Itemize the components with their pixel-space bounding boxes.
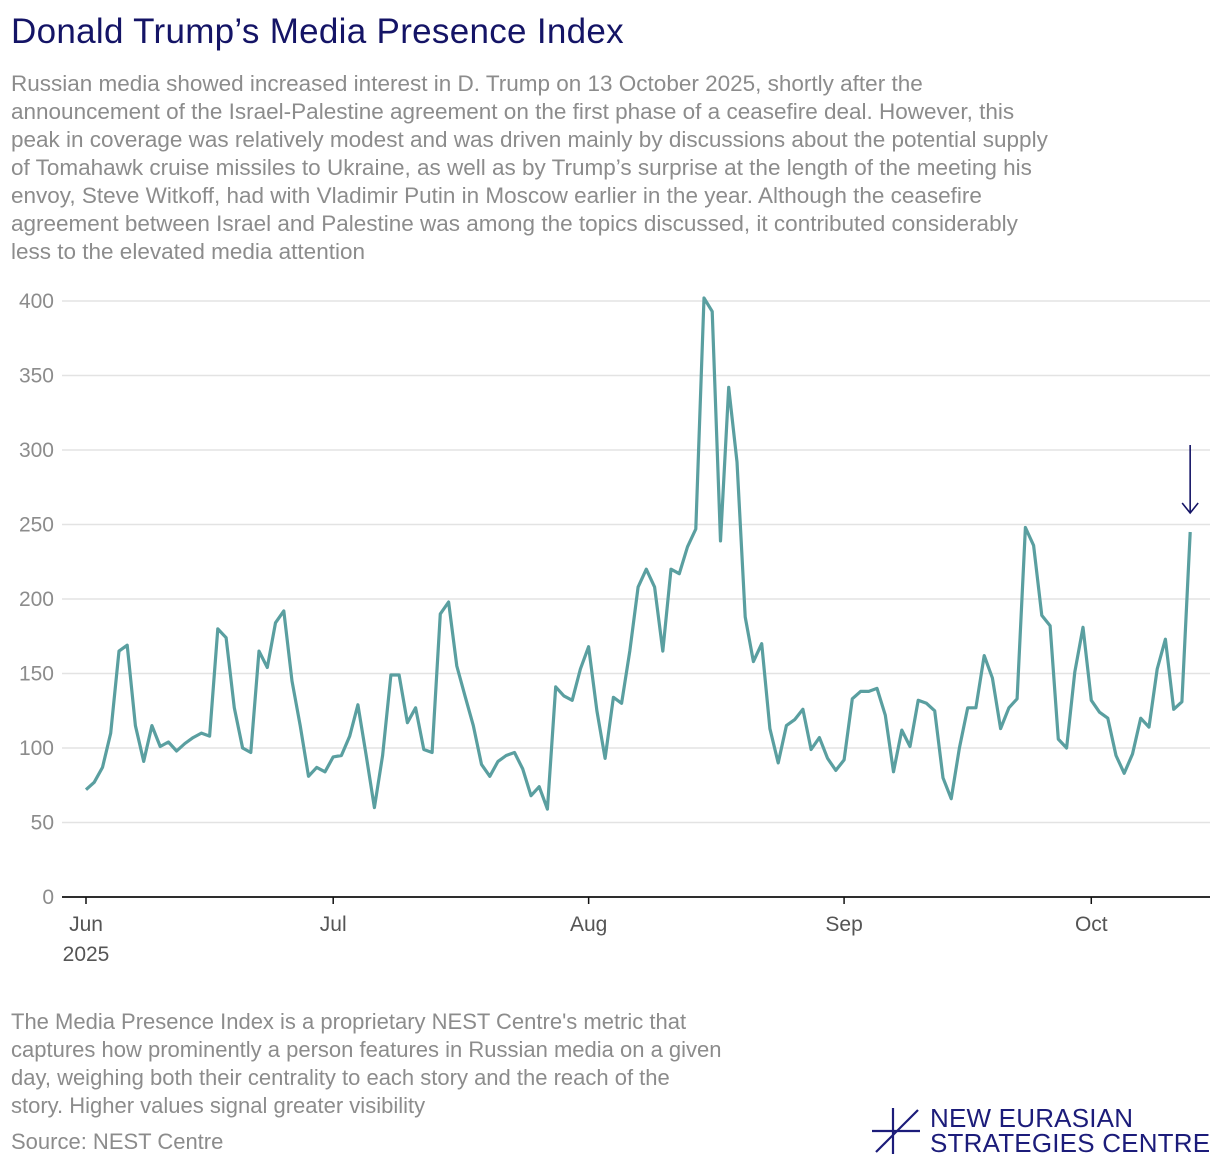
- chart-subtitle: Russian media showed increased interest …: [11, 70, 1048, 266]
- note-line: story. Higher values signal greater visi…: [11, 1093, 426, 1118]
- y-tick-label: 350: [19, 365, 54, 388]
- logo-line: STRATEGIES CENTRE: [930, 1128, 1211, 1158]
- y-tick-label: 200: [19, 588, 54, 611]
- subtitle-line: of Tomahawk cruise missiles to Ukraine, …: [11, 155, 1032, 180]
- y-tick-label: 250: [19, 514, 54, 537]
- series-line: [84, 296, 1192, 811]
- x-tick-sublabel: 2025: [63, 943, 110, 966]
- subtitle-line: Russian media showed increased interest …: [11, 71, 923, 96]
- source-text: Source: NEST Centre: [11, 1129, 224, 1154]
- note-line: day, weighing both their centrality to e…: [11, 1065, 670, 1090]
- chart-title: Donald Trump’s Media Presence Index: [11, 12, 624, 51]
- note-line: The Media Presence Index is a proprietar…: [11, 1009, 687, 1034]
- y-tick-label: 50: [31, 812, 54, 835]
- subtitle-line: envoy, Steve Witkoff, had with Vladimir …: [11, 183, 982, 208]
- x-tick-label: Aug: [570, 913, 607, 936]
- methodology-note: The Media Presence Index is a proprietar…: [11, 1008, 722, 1120]
- annotation-arrowhead: [1181, 502, 1199, 515]
- x-tick-label: Jun: [69, 913, 103, 936]
- star-logo-icon: [872, 1108, 920, 1154]
- nest-centre-logo: NEW EURASIAN STRATEGIES CENTRE: [872, 1103, 1211, 1158]
- subtitle-line: agreement between Israel and Palestine w…: [11, 211, 1018, 236]
- note-line: captures how prominently a person featur…: [11, 1037, 722, 1062]
- y-tick-label: 100: [19, 737, 54, 760]
- x-tick-label: Jul: [320, 913, 347, 936]
- subtitle-line: announcement of the Israel-Palestine agr…: [11, 99, 1015, 124]
- y-tick-label: 300: [19, 439, 54, 462]
- line-chart: 0 50 100 150 200 250 300 350 400 Jun 2025 Jul Aug Sep…: [19, 290, 1210, 966]
- x-tick-label: Sep: [825, 913, 862, 936]
- y-tick-label: 0: [42, 886, 54, 909]
- y-tick-label: 150: [19, 663, 54, 686]
- y-tick-label: 400: [19, 290, 54, 313]
- subtitle-line: less to the elevated media attention: [11, 239, 365, 264]
- x-tick-label: Oct: [1075, 913, 1108, 936]
- subtitle-line: peak in coverage was relatively modest a…: [11, 127, 1048, 152]
- logo-line: NEW EURASIAN: [930, 1103, 1134, 1133]
